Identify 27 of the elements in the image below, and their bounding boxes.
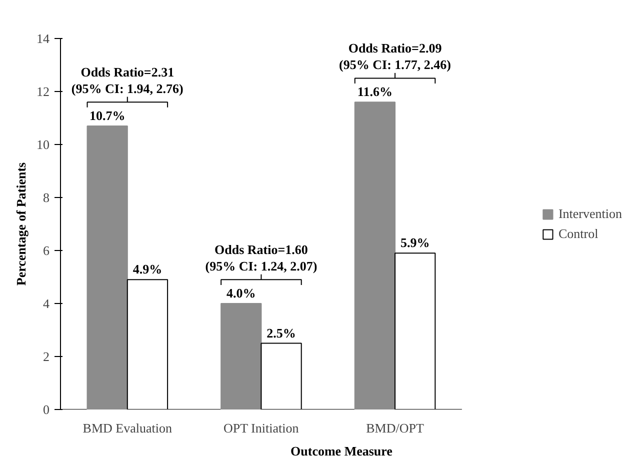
x-tick-label: OPT Initiation (223, 420, 300, 436)
data-label: 2.5% (266, 325, 296, 340)
annotation: Odds Ratio=1.60 (95% CI: 1.24, 2.07) (205, 242, 318, 274)
data-label: 4.9% (132, 262, 162, 277)
y-tick-label: 6 (43, 243, 50, 258)
y-tick-label: 10 (36, 137, 50, 152)
y-tick-label: 8 (43, 190, 50, 205)
y-axis-title: Percentage of Patients (14, 162, 28, 286)
annotation: Odds Ratio=2.31 (95% CI: 1.94, 2.76) (71, 64, 184, 96)
legend-label: Intervention (558, 206, 622, 222)
y-tick-label: 12 (36, 84, 50, 99)
data-label: 4.0% (226, 286, 256, 300)
y-tick-label: 14 (36, 31, 50, 46)
y-tick-label: 4 (43, 296, 50, 311)
legend-label: Control (558, 226, 598, 242)
y-tick-label: 2 (43, 349, 50, 364)
data-label: 10.7% (89, 108, 126, 123)
x-tick-label: BMD Evaluation (82, 420, 172, 436)
bar (354, 102, 396, 410)
bar (86, 125, 128, 410)
data-label: 5.9% (400, 235, 430, 250)
x-tick-label: BMD/OPT (366, 420, 424, 436)
x-axis-title: Outcome Measure (290, 444, 393, 458)
y-tick-label: 0 (43, 402, 50, 417)
data-label: 11.6% (357, 84, 392, 100)
bar (220, 303, 262, 410)
annotation: Odds Ratio=2.09 (95% CI: 1.77, 2.46) (339, 40, 451, 72)
